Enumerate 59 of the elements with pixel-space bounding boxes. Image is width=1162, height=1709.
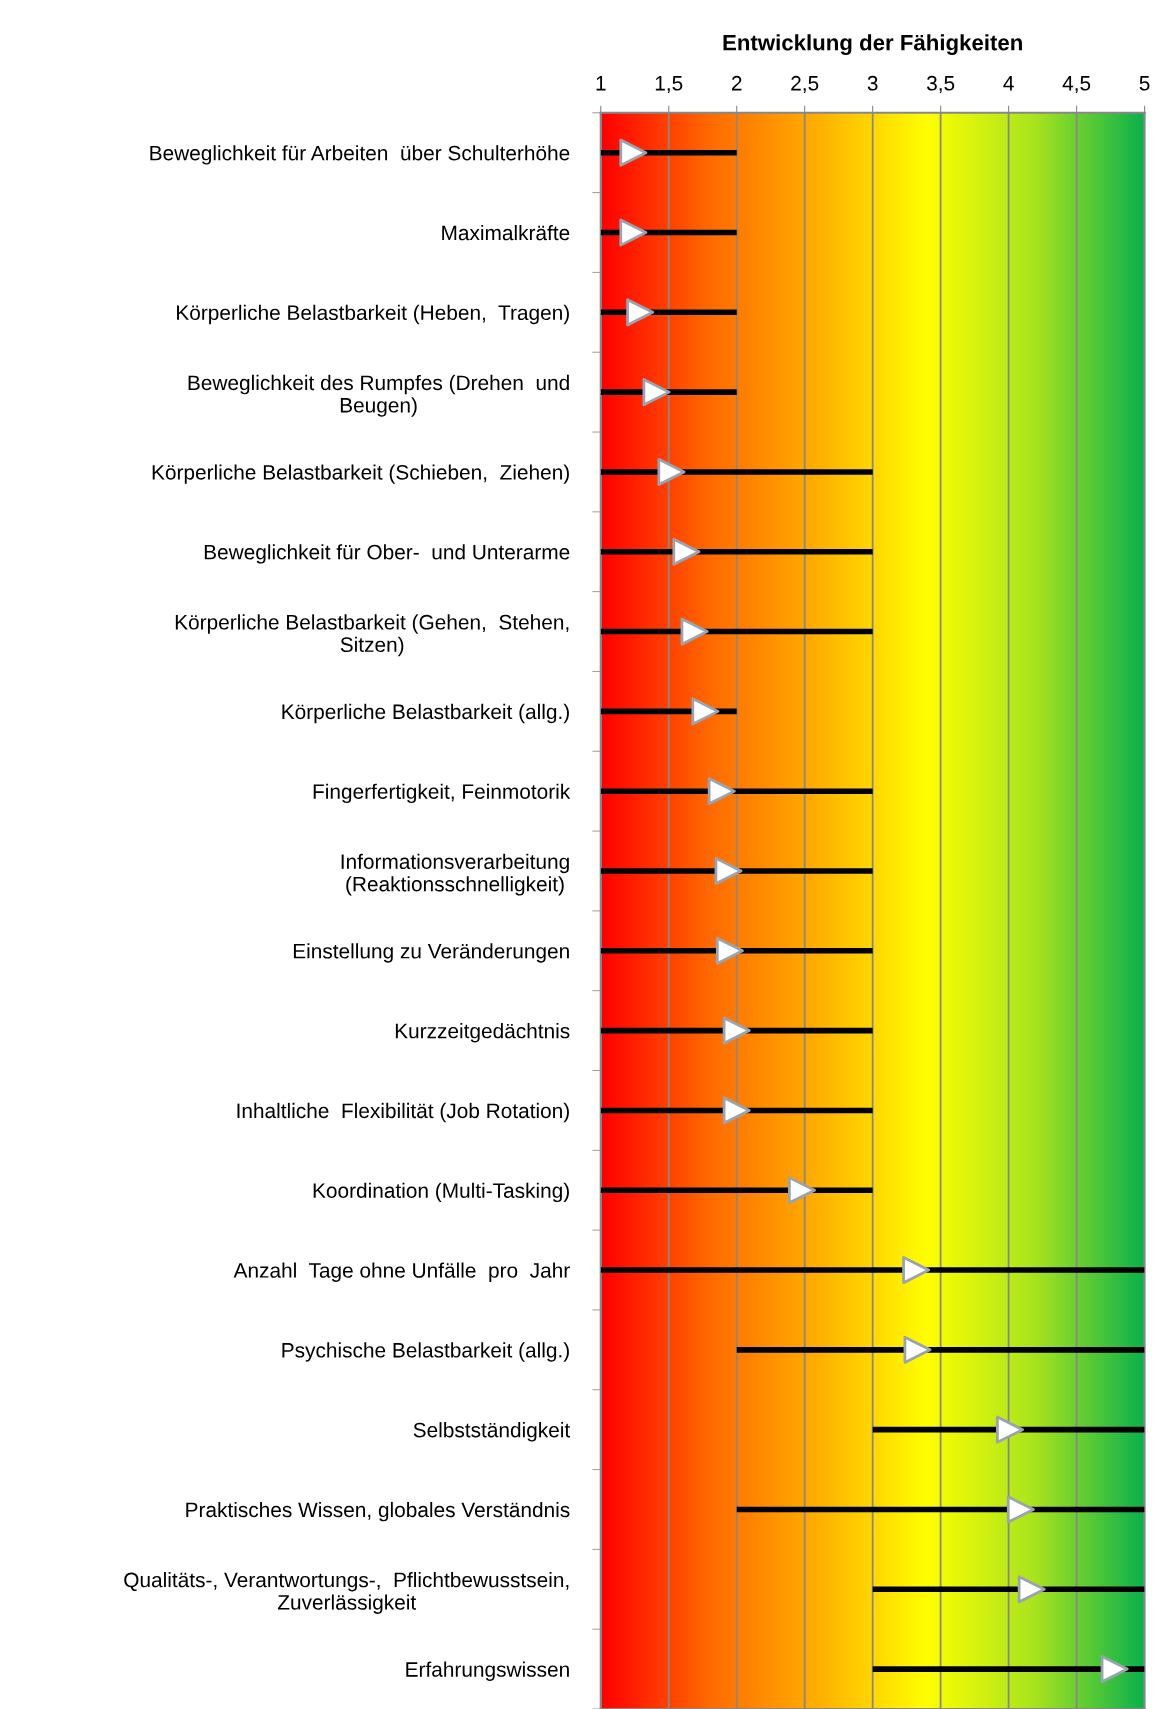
bar [872, 1586, 1145, 1593]
chart-title: Entwicklung der Fähigkeiten [723, 34, 1022, 55]
y-tick-label: Informationsverarbeitung (Reaktionsschnelligkeit) [341, 853, 569, 896]
y-tick-label: Körperliche Belastbarkeit (allg.) [282, 703, 569, 724]
y-tick-label: Inhaltliche Flexibilität (Job Rotation) [237, 1102, 569, 1123]
point [722, 1096, 751, 1125]
bar [600, 469, 873, 475]
y-tick-label: Fingerfertigkeit, Feinmotorik [313, 783, 571, 804]
x-tick-label: 1,5 [655, 76, 683, 94]
x-tick-label: 2,5 [791, 75, 819, 94]
y-tick-label: Beweglichkeit für Ober- und Unterarme [204, 544, 570, 564]
point [715, 936, 744, 965]
bar [600, 948, 873, 954]
bar [600, 788, 873, 794]
y-tick-label: Kurzzeitgedächtnis [395, 1023, 570, 1043]
point [619, 218, 648, 247]
y-tick-label: Erfahrungswissen [406, 1661, 569, 1681]
y-tick-label: Einstellung zu Veränderungen [293, 943, 569, 963]
point [657, 457, 686, 486]
x-tick-label: 1 [596, 76, 606, 91]
y-tick-label: Praktisches Wissen, globales Verständnis [186, 1501, 570, 1522]
y-tick-label: Qualitäts-, Verantwortungs-, Pflichtbewusstsein, Zuverlässigkeit [124, 1572, 569, 1614]
point [903, 1335, 932, 1364]
y-tick-label: Koordination (Multi-Tasking) [313, 1182, 569, 1203]
point [691, 697, 720, 726]
y-tick-label: Körperliche Belastbarkeit (Heben, Tragen) [177, 304, 569, 325]
y-tick-label: Maximalkräfte [442, 224, 570, 241]
bar [600, 1187, 873, 1194]
y-tick-label: Anzahl Tage ohne Unfälle pro Jahr [233, 1262, 570, 1282]
y-tick-label: Psychische Belastbarkeit (allg.) [282, 1342, 569, 1362]
point [1100, 1655, 1129, 1684]
bar [872, 1666, 1145, 1672]
point [672, 537, 701, 566]
y-tick-label: Beweglichkeit des Rumpfes (Drehen und Beugen) [188, 374, 569, 417]
point [1006, 1495, 1035, 1524]
point [626, 298, 655, 327]
point [995, 1415, 1024, 1444]
point [902, 1256, 931, 1285]
point [787, 1176, 816, 1205]
point [714, 856, 743, 885]
x-tick-label: 3,5 [926, 75, 955, 94]
x-tick-label: 4 [1003, 76, 1014, 91]
point [680, 617, 709, 646]
point [722, 1016, 751, 1045]
x-tick-label: 5 [1139, 76, 1150, 91]
x-tick-label: 3 [867, 75, 878, 91]
y-tick-label: Selbstständigkeit [413, 1422, 571, 1442]
point [619, 138, 648, 167]
x-tick-label: 2 [731, 75, 742, 91]
x-tick-label: 4,5 [1062, 76, 1091, 94]
bar [600, 1267, 1145, 1273]
y-tick-label: Beweglichkeit für Arbeiten über Schulterhöhe [150, 145, 570, 165]
point [707, 777, 736, 806]
point [1017, 1575, 1046, 1604]
point [642, 378, 671, 407]
bar [736, 1347, 1145, 1353]
y-tick-label: Körperliche Belastbarkeit (Schieben, Ziehen) [152, 464, 569, 484]
bar [600, 868, 873, 874]
y-tick-label: Körperliche Belastbarkeit (Gehen, Stehen, Sitzen) [175, 614, 569, 657]
